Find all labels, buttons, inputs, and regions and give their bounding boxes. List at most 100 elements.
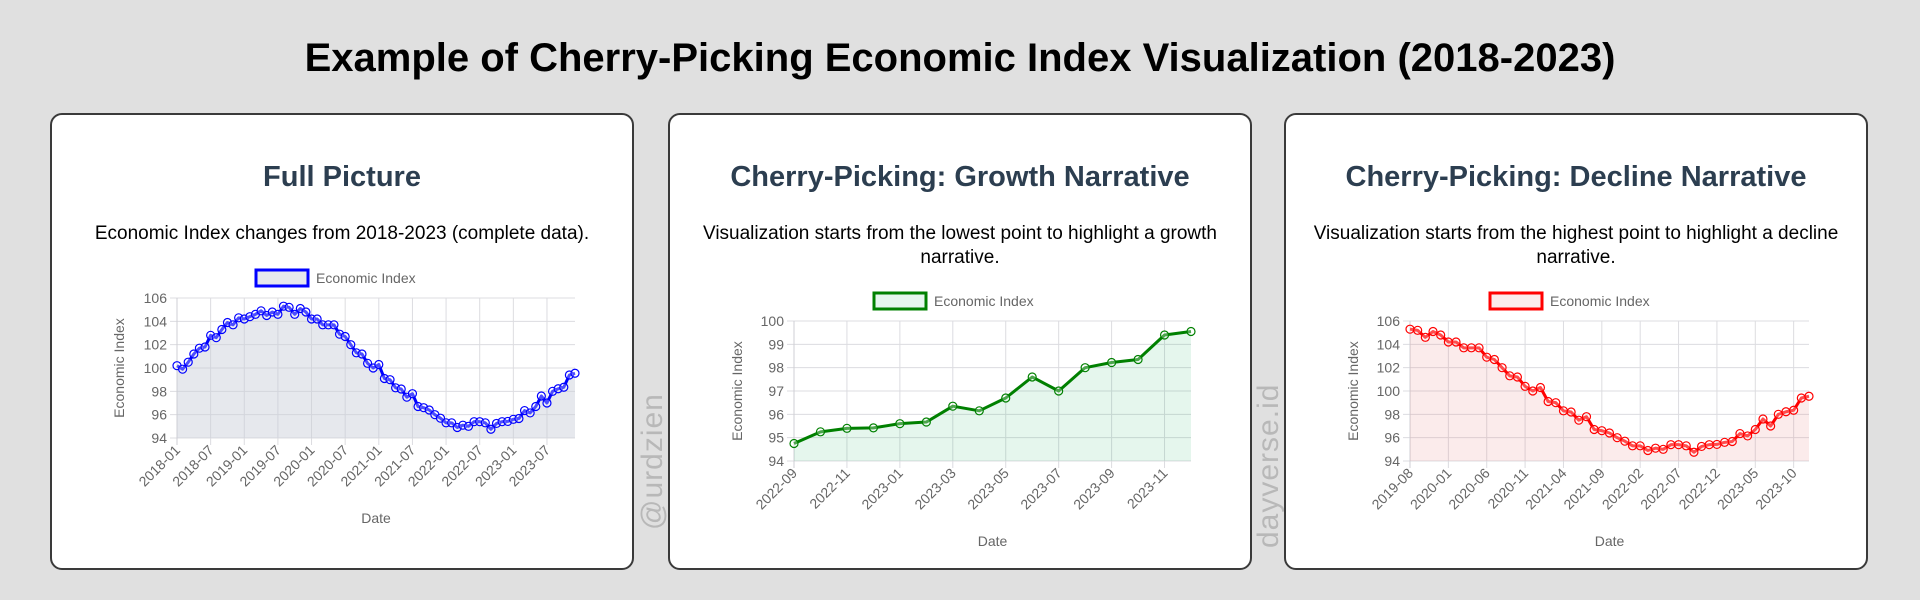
data-point[interactable] [407,389,418,399]
data-point[interactable] [1405,324,1415,334]
data-point[interactable] [396,384,406,394]
data-point[interactable] [1528,386,1538,396]
data-point[interactable] [228,320,238,330]
data-point[interactable] [1750,424,1760,435]
data-point[interactable] [895,419,905,429]
data-point[interactable] [1589,424,1599,435]
data-point[interactable] [1704,440,1714,450]
data-point[interactable] [1436,330,1446,340]
data-point[interactable] [559,382,569,392]
data-point[interactable] [1796,393,1806,403]
data-point[interactable] [1650,443,1661,453]
data-point[interactable] [1574,415,1584,425]
data-point[interactable] [842,423,852,433]
data-point[interactable] [1159,330,1170,340]
data-point[interactable] [1766,421,1776,431]
chart-legend[interactable]: Economic Index [1488,291,1650,311]
data-point[interactable] [1627,441,1638,451]
data-point[interactable] [1781,407,1791,417]
data-point[interactable] [1543,396,1553,407]
data-point[interactable] [1735,428,1745,439]
data-point[interactable] [536,391,546,401]
data-point[interactable] [301,307,311,317]
data-point[interactable] [1512,372,1523,382]
data-point[interactable] [1673,440,1684,450]
data-point[interactable] [200,342,210,352]
data-point[interactable] [1027,372,1037,382]
data-point[interactable] [1489,354,1500,365]
data-point[interactable] [1505,371,1515,381]
data-point[interactable] [1413,325,1423,335]
data-point[interactable] [1689,447,1699,457]
data-point[interactable] [346,340,356,350]
data-point[interactable] [525,408,535,418]
data-point[interactable] [183,357,193,367]
data-point[interactable] [948,401,958,411]
data-point[interactable] [1581,412,1592,422]
data-point[interactable] [357,349,367,359]
data-point[interactable] [1482,352,1492,362]
data-point[interactable] [284,302,294,312]
data-point[interactable] [542,398,552,408]
data-point[interactable] [974,406,984,416]
data-point[interactable] [921,417,931,427]
data-point[interactable] [1789,405,1799,415]
data-point[interactable] [480,418,490,428]
data-point[interactable] [189,349,199,359]
data-point[interactable] [1451,337,1461,347]
data-point[interactable] [1727,436,1737,447]
data-point[interactable] [374,359,384,370]
data-point[interactable] [514,413,524,424]
data-point[interactable] [1635,441,1645,451]
data-point[interactable] [1712,439,1722,450]
data-point[interactable] [1474,343,1484,353]
data-point[interactable] [1696,441,1707,452]
data-point[interactable] [868,423,878,433]
data-point[interactable] [178,364,188,374]
data-point[interactable] [531,401,541,412]
data-point[interactable] [329,320,339,330]
data-point[interactable] [290,309,300,319]
data-point[interactable] [1001,393,1011,403]
data-point[interactable] [1743,431,1753,441]
data-point[interactable] [1566,407,1576,417]
data-point[interactable] [1080,363,1090,373]
data-point[interactable] [1658,444,1668,454]
data-point[interactable] [1666,440,1676,450]
data-point[interactable] [1719,437,1730,447]
data-point[interactable] [1804,391,1814,401]
data-point[interactable] [1497,363,1507,373]
data-point[interactable] [217,324,227,335]
data-point[interactable] [1758,414,1768,424]
data-point[interactable] [1054,386,1064,396]
data-point[interactable] [273,309,283,319]
data-point[interactable] [1107,357,1117,368]
data-point[interactable] [1186,326,1196,337]
chart-legend[interactable]: Economic Index [872,291,1034,311]
data-point[interactable] [570,368,580,378]
chart-legend[interactable]: Economic Index [254,268,416,288]
data-point[interactable] [1773,409,1783,419]
data-point[interactable] [1643,445,1653,456]
data-point[interactable] [1428,326,1438,337]
data-point[interactable] [1597,426,1607,436]
data-point[interactable] [340,331,350,342]
data-point[interactable] [1443,337,1453,347]
data-point[interactable] [486,424,496,434]
data-point[interactable] [1420,332,1430,342]
data-point[interactable] [1612,433,1622,443]
data-point[interactable] [1133,354,1143,365]
data-point[interactable] [1551,398,1561,408]
data-point[interactable] [1466,343,1476,353]
data-point[interactable] [1535,382,1546,393]
data-point[interactable] [1459,343,1469,353]
data-point[interactable] [211,333,221,343]
data-point[interactable] [312,314,322,324]
data-point[interactable] [1681,441,1691,451]
data-point[interactable] [815,427,826,437]
data-point[interactable] [1620,436,1630,446]
data-point[interactable] [385,375,395,385]
data-point[interactable] [789,438,799,449]
data-point[interactable] [1558,406,1569,416]
data-point[interactable] [1520,381,1530,391]
